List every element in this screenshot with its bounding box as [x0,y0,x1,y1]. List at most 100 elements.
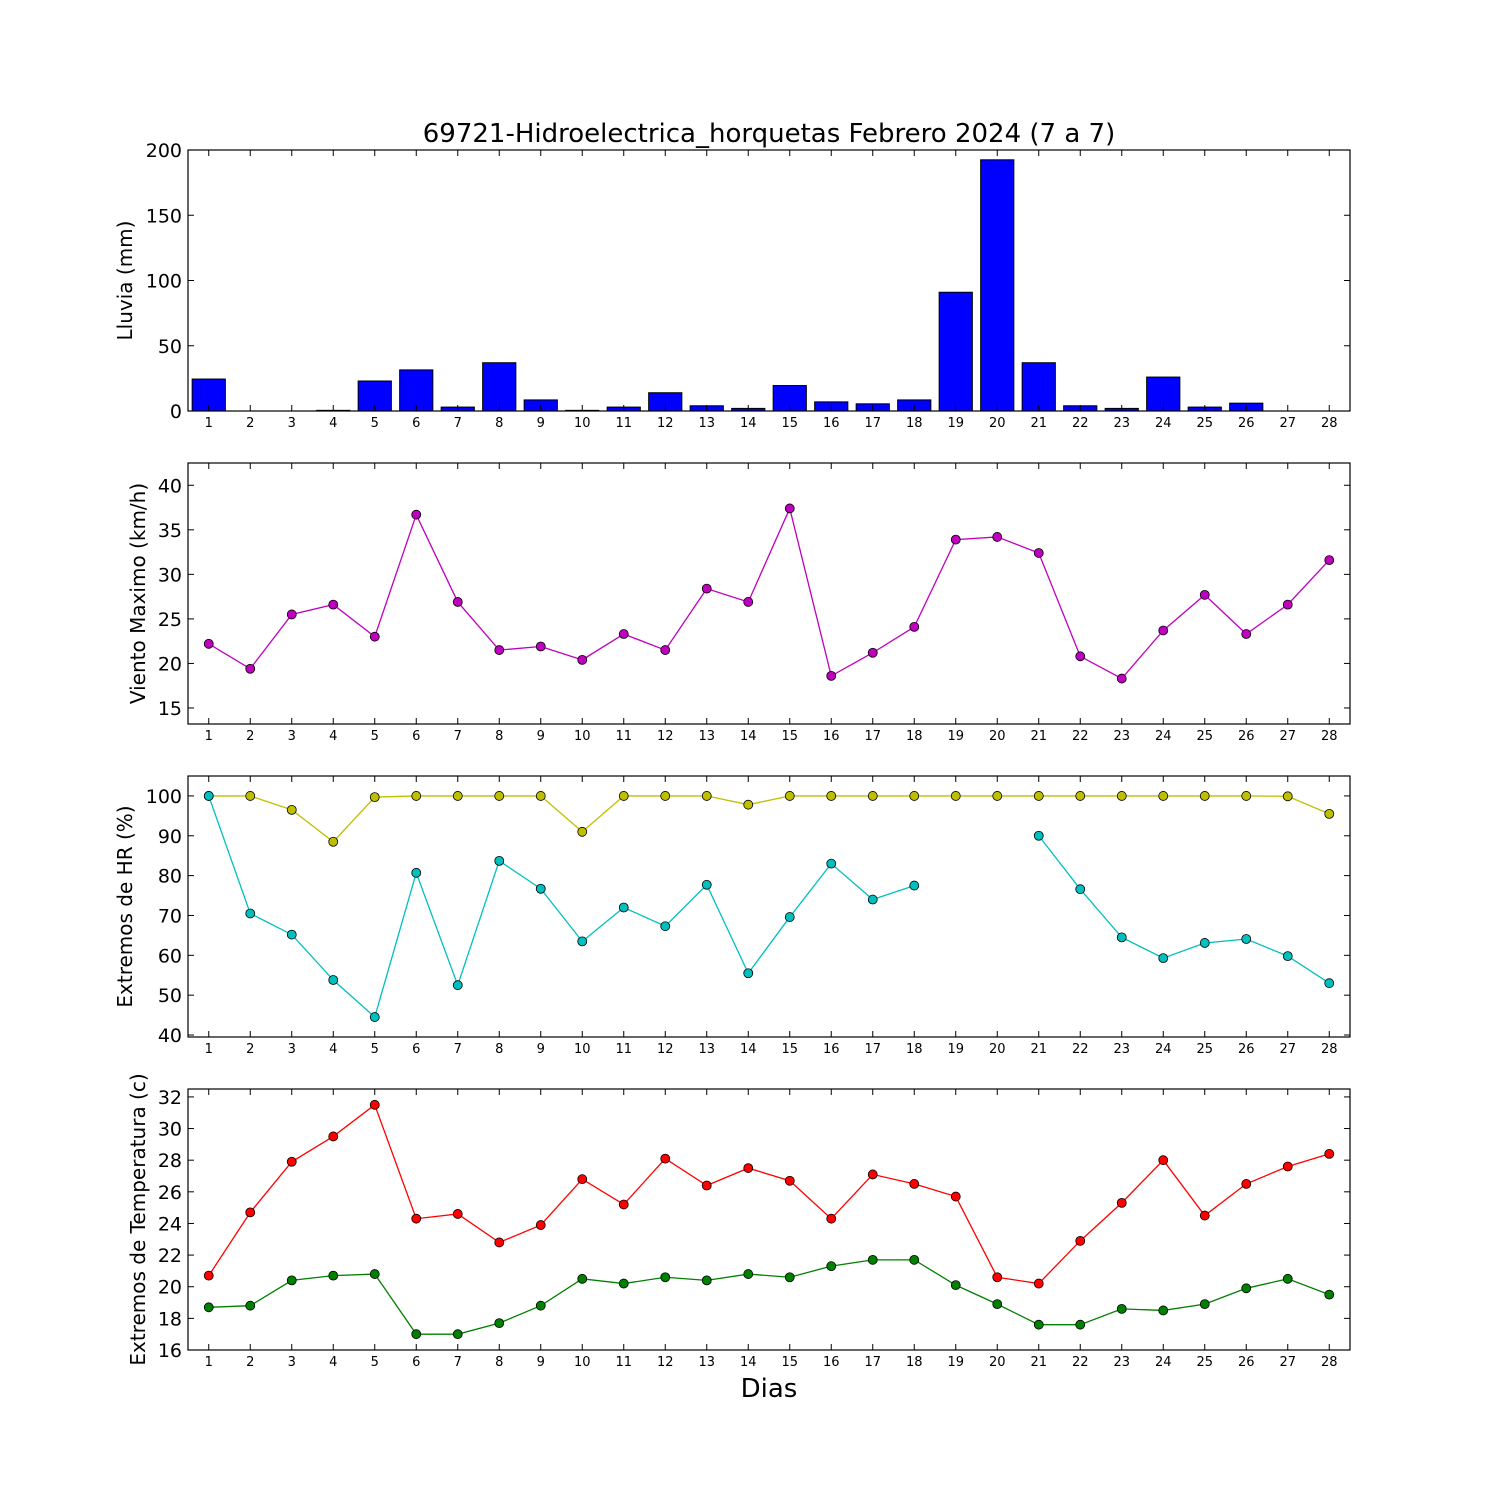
x-tick-label: 7 [454,1355,462,1370]
series-1-point-day-5 [369,792,380,803]
x-tick-label: 28 [1321,729,1338,744]
series-2-point-day-13 [701,879,712,890]
x-tick-label: 2 [246,1355,254,1370]
series-2-point-day-23 [1116,932,1127,943]
series-2-point-day-28 [1324,978,1335,989]
series-1-line-1 [208,1103,1330,1285]
x-tick-label: 21 [1030,1042,1047,1057]
rain-bar-day-21 [1021,362,1056,412]
x-tick-label: 26 [1238,1042,1255,1057]
series-1-point-day-11 [618,629,629,639]
y-tick-label: 150 [146,205,182,227]
series-1-point-day-19 [950,534,961,545]
series-2-point-day-21 [1033,830,1044,841]
x-tick-label: 14 [740,1355,757,1370]
y-tick-label: 40 [158,1025,182,1047]
series-1-point-day-3 [286,804,297,815]
x-tick-label: 17 [864,416,881,431]
x-tick-label: 14 [740,416,757,431]
x-tick-label: 28 [1321,1355,1338,1370]
series-1-point-day-14 [743,597,754,607]
series-2-point-day-25 [1199,938,1210,948]
series-1-point-day-26 [1241,629,1252,639]
y-tick-label: 20 [158,1277,182,1299]
series-2-point-day-27 [1282,951,1293,962]
y-tick-label: 90 [158,826,182,848]
series-1-point-day-28 [1324,555,1335,565]
series-1-point-day-19 [950,1191,961,1202]
x-tick-label: 1 [205,416,213,431]
series-1-line-1 [208,506,1330,680]
x-tick-label: 5 [371,1042,379,1057]
x-tick-label: 17 [864,1355,881,1370]
x-tick-label: 22 [1072,1042,1089,1057]
x-tick-label: 10 [574,1042,591,1057]
axes-frame [187,1088,1351,1351]
y-axis-label: Lluvia (mm) [113,221,137,341]
series-2-point-day-24 [1158,953,1169,963]
series-2-point-day-18 [909,880,920,891]
y-tick-label: 32 [158,1087,182,1109]
series-1-point-day-16 [826,671,837,681]
series-2-point-day-11 [618,1278,629,1289]
series-1-point-day-27 [1282,1161,1293,1172]
series-1-point-day-25 [1199,791,1210,801]
x-tick-label: 3 [288,416,296,431]
series-2-point-day-6 [411,867,422,878]
series-2-point-day-5 [369,1012,380,1022]
figure-title: 69721-Hidroelectrica_horquetas Febrero 2… [423,119,1115,149]
series-2-line-1 [208,795,915,1019]
series-2-point-day-16 [826,1261,837,1272]
x-axis-label: Dias [741,1374,798,1404]
x-tick-label: 16 [823,1355,840,1370]
series-1-point-day-4 [328,1131,339,1142]
x-tick-label: 25 [1196,1355,1213,1370]
rain-bar-day-8 [482,362,517,412]
y-tick-label: 200 [146,140,182,162]
y-axis-label: Extremos de HR (%) [113,805,137,1007]
series-2-point-day-2 [245,908,256,919]
series-1-point-day-27 [1282,791,1293,802]
x-tick-label: 11 [615,729,632,744]
x-tick-label: 19 [947,729,964,744]
series-1-point-day-6 [411,791,422,801]
x-tick-label: 27 [1279,729,1296,744]
series-2-point-day-4 [328,975,339,985]
series-1-point-day-5 [369,1099,380,1110]
series-2-point-day-1 [203,791,214,801]
x-tick-label: 16 [823,1042,840,1057]
series-2-point-day-23 [1116,1303,1127,1314]
y-tick-label: 100 [146,786,182,808]
x-tick-label: 23 [1113,416,1130,431]
x-tick-label: 20 [989,1355,1006,1370]
x-tick-label: 7 [454,416,462,431]
x-tick-label: 8 [495,1042,503,1057]
x-tick-label: 4 [329,1042,337,1057]
y-tick-label: 22 [158,1245,182,1267]
series-1-point-day-17 [867,1169,878,1180]
x-tick-label: 22 [1072,1355,1089,1370]
x-tick-label: 2 [246,729,254,744]
x-tick-label: 23 [1113,1042,1130,1057]
x-tick-label: 27 [1279,1042,1296,1057]
y-tick-label: 70 [158,905,182,927]
x-tick-label: 22 [1072,729,1089,744]
series-1-point-day-8 [494,1237,505,1248]
x-tick-label: 21 [1030,1355,1047,1370]
x-tick-label: 22 [1072,416,1089,431]
x-tick-label: 28 [1321,416,1338,431]
series-1-point-day-25 [1199,589,1210,600]
series-1-point-day-14 [743,799,754,810]
series-1-point-day-7 [452,791,463,801]
series-1-point-day-13 [701,1180,712,1191]
x-tick-label: 18 [906,729,923,744]
x-tick-label: 5 [371,729,379,744]
series-2-point-day-6 [411,1329,422,1340]
series-2-point-day-8 [494,1318,505,1329]
series-2-point-day-8 [494,855,505,866]
x-tick-label: 9 [537,729,545,744]
x-tick-label: 27 [1279,1355,1296,1370]
